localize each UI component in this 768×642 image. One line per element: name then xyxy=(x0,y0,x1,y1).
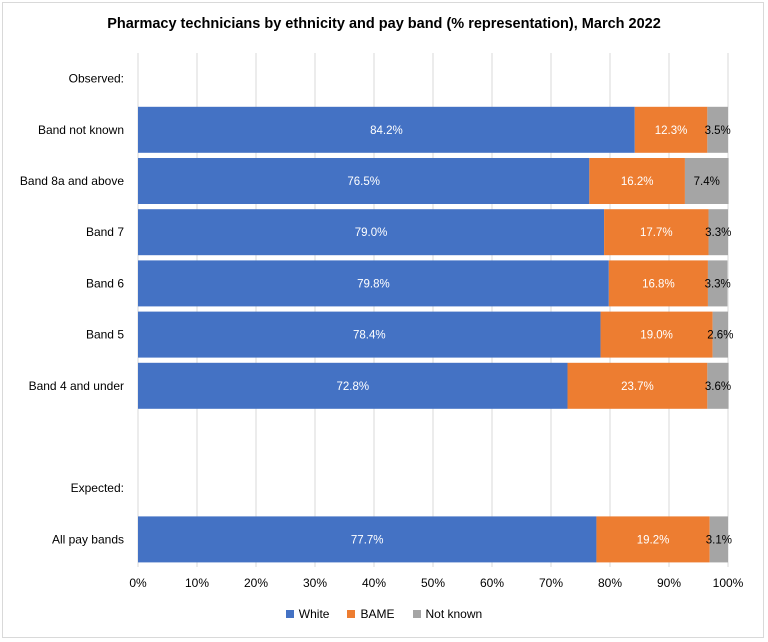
x-tick-label: 70% xyxy=(539,576,563,590)
x-tick-label: 100% xyxy=(713,576,744,590)
bar-segment xyxy=(707,260,728,307)
x-tick-label: 90% xyxy=(657,576,681,590)
legend-label-bame: BAME xyxy=(360,607,395,621)
data-label: 16.8% xyxy=(642,278,675,290)
data-label: 84.2% xyxy=(370,125,403,137)
data-label: 3.6% xyxy=(705,381,731,393)
category-label: Band 5 xyxy=(86,328,124,342)
bar-segment xyxy=(712,311,728,358)
x-tick-label: 80% xyxy=(598,576,622,590)
bar-segment xyxy=(589,158,685,204)
legend-swatch-white xyxy=(285,610,294,618)
data-label: 7.4% xyxy=(694,176,720,188)
data-label: 3.3% xyxy=(705,227,731,239)
bar-segment xyxy=(707,362,729,409)
bar-segment xyxy=(604,209,709,256)
bar-segment xyxy=(709,516,728,563)
category-label: Band not known xyxy=(38,123,124,137)
data-label: 19.2% xyxy=(637,534,670,546)
data-label: 77.7% xyxy=(351,534,384,546)
bar-segment xyxy=(138,516,597,563)
data-label: 3.5% xyxy=(705,125,731,137)
legend-item-bame: BAME xyxy=(347,607,395,621)
data-label: 23.7% xyxy=(621,381,654,393)
data-label: 16.2% xyxy=(621,176,654,188)
bar-segment xyxy=(138,260,609,307)
bar-segment xyxy=(138,209,605,256)
data-label: 72.8% xyxy=(336,381,369,393)
bar-segment xyxy=(138,158,590,204)
bar-segment xyxy=(596,516,710,563)
legend-swatch-not-known xyxy=(412,610,421,618)
data-label: 3.1% xyxy=(706,534,732,546)
x-tick-label: 20% xyxy=(244,576,268,590)
bar-segment xyxy=(707,106,728,153)
bar-segment xyxy=(708,209,728,256)
x-tick-label: 0% xyxy=(129,576,147,590)
data-label: 19.0% xyxy=(640,330,673,342)
legend-swatch-bame xyxy=(347,610,356,618)
section-label: Expected: xyxy=(71,481,124,495)
legend-label-white: White xyxy=(298,607,330,621)
category-label: Band 6 xyxy=(86,276,124,290)
legend: White BAME Not known xyxy=(0,607,768,621)
bar-segment xyxy=(138,311,601,358)
data-label: 17.7% xyxy=(640,227,673,239)
legend-item-not-known: Not known xyxy=(412,607,483,621)
data-label: 79.0% xyxy=(355,227,388,239)
data-label: 2.6% xyxy=(707,330,733,342)
legend-item-white: White xyxy=(285,607,330,621)
category-label: Band 8a and above xyxy=(20,174,124,188)
category-label: Band 7 xyxy=(86,225,124,239)
x-tick-label: 40% xyxy=(362,576,386,590)
bar-segment xyxy=(600,311,713,358)
bar-segment xyxy=(567,362,708,409)
legend-label-not-known: Not known xyxy=(425,607,483,621)
bar-segment xyxy=(138,106,635,153)
x-tick-label: 30% xyxy=(303,576,327,590)
chart-title: Pharmacy technicians by ethnicity and pa… xyxy=(107,16,661,32)
data-label: 79.8% xyxy=(357,278,390,290)
bar-segment xyxy=(608,260,708,307)
data-label: 12.3% xyxy=(655,125,688,137)
category-label: Band 4 and under xyxy=(29,379,124,393)
bar-segment xyxy=(634,106,708,153)
section-label: Observed: xyxy=(69,72,124,86)
x-tick-label: 50% xyxy=(421,576,445,590)
bar-segment xyxy=(138,362,568,409)
x-tick-label: 10% xyxy=(185,576,209,590)
data-label: 78.4% xyxy=(353,330,386,342)
bar-segment xyxy=(684,158,729,204)
category-label: All pay bands xyxy=(52,532,124,546)
data-label: 3.3% xyxy=(705,278,731,290)
data-label: 76.5% xyxy=(347,176,380,188)
x-tick-label: 60% xyxy=(480,576,504,590)
